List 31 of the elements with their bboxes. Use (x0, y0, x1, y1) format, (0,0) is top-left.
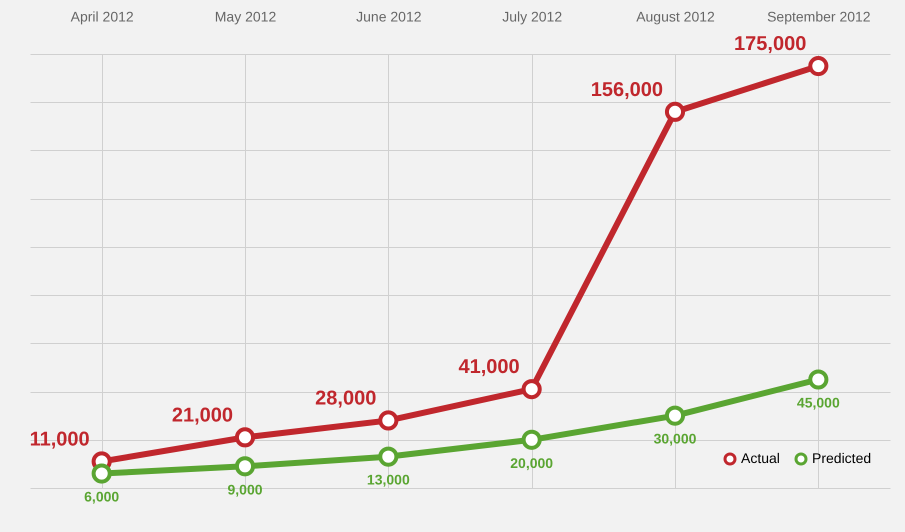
x-tick-label: June 2012 (356, 8, 422, 24)
x-tick-label: April 2012 (70, 8, 134, 24)
data-label: 41,000 (458, 356, 520, 378)
point (378, 410, 398, 431)
point (234, 427, 256, 448)
data-label: 45,000 (796, 394, 840, 410)
data-label: 13,000 (366, 472, 410, 488)
x-tick-label: September 2012 (767, 8, 871, 24)
data-label: 30,000 (654, 430, 697, 447)
data-label: 9,000 (227, 481, 263, 498)
data-label: 28,000 (315, 387, 376, 410)
data-label: 175,000 (734, 33, 806, 56)
x-tick-label: August 2012 (636, 8, 716, 24)
point (808, 369, 828, 390)
point (378, 446, 398, 467)
point (92, 463, 112, 484)
point (664, 102, 686, 122)
data-label: 21,000 (172, 404, 233, 426)
x-tick-label: May 2012 (214, 8, 276, 24)
point (664, 406, 686, 426)
legend-label: Predicted (812, 450, 872, 466)
point (522, 379, 542, 400)
point (234, 456, 256, 476)
legend-label: Actual (741, 450, 780, 466)
data-label: 156,000 (590, 78, 663, 101)
data-label: 11,000 (30, 428, 90, 450)
data-label: 20,000 (510, 454, 554, 471)
x-tick-label: July 2012 (502, 8, 562, 24)
point (808, 56, 828, 76)
data-label: 6,000 (84, 488, 120, 505)
point (522, 430, 542, 450)
